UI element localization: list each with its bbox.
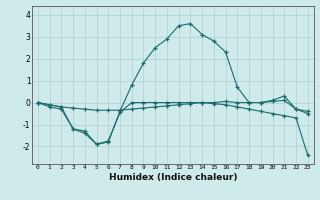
X-axis label: Humidex (Indice chaleur): Humidex (Indice chaleur) [108,173,237,182]
